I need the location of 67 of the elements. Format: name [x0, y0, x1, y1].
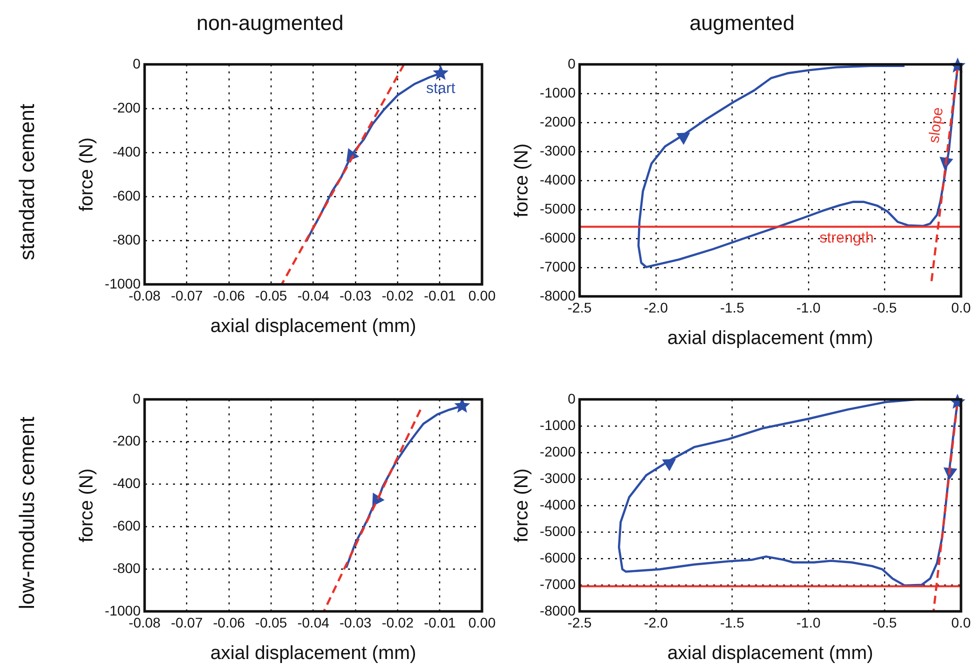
x-axis-title: axial displacement (mm)	[667, 328, 874, 349]
y-tick-label: 0	[568, 55, 576, 72]
y-tick-label: 0	[132, 390, 141, 406]
x-tick-label: -1.5	[720, 614, 744, 631]
x-tick-label: -0.02	[382, 288, 414, 304]
chart-title: non-augmented	[195, 12, 345, 36]
x-tick-label: -2.0	[644, 300, 668, 316]
y-tick-label: -5000	[540, 522, 576, 539]
y-tick-label: -400	[112, 143, 141, 160]
ref-line-label: strength	[819, 229, 874, 246]
x-tick-label: -2.0	[644, 614, 668, 631]
x-tick-label: -1.5	[720, 300, 744, 316]
x-tick-label: -1.0	[796, 614, 821, 631]
x-tick-label: -0.02	[382, 614, 414, 631]
y-tick-label: -3000	[540, 470, 576, 486]
x-tick-label: 0.00	[468, 614, 496, 631]
x-axis-title: axial displacement (mm)	[210, 316, 416, 337]
x-tick-label: -0.05	[255, 614, 288, 631]
y-tick-label: -3000	[540, 142, 576, 158]
x-tick-label: 0.0	[951, 300, 971, 316]
y-tick-label: -2000	[540, 113, 576, 130]
x-tick-label: -0.5	[872, 300, 897, 316]
series-label: start	[426, 80, 456, 97]
x-tick-label: -0.5	[872, 614, 897, 631]
x-tick-label: -0.07	[170, 288, 203, 304]
x-tick-label: -0.03	[340, 288, 372, 304]
x-axis-title: axial displacement (mm)	[210, 642, 416, 664]
y-axis-title: force (N)	[512, 143, 533, 218]
x-tick-label: -0.06	[212, 614, 246, 631]
y-tick-label: 0	[568, 390, 576, 406]
y-tick-label: -4000	[540, 496, 576, 512]
y-tick-label: -200	[112, 432, 141, 449]
y-tick-label: -1000	[540, 84, 576, 100]
x-tick-label: 0.00	[468, 288, 496, 304]
text: standard cement	[16, 103, 40, 260]
x-tick-label: -0.03	[340, 614, 372, 631]
y-tick-label: -600	[112, 187, 141, 204]
x-tick-label: -0.05	[255, 288, 288, 304]
x-tick-label: -1.0	[796, 300, 821, 316]
y-tick-label: -6000	[540, 229, 576, 246]
x-tick-label: -0.06	[212, 288, 246, 304]
y-tick-label: 0	[132, 55, 141, 72]
x-tick-label: -0.01	[424, 288, 456, 304]
y-tick-label: -800	[112, 231, 141, 248]
y-tick-label: -1000	[540, 416, 576, 433]
y-axis-title: force (N)	[76, 468, 98, 542]
y-tick-label: -2000	[540, 443, 576, 460]
y-tick-label: -600	[112, 517, 141, 534]
y-tick-label: -7000	[540, 576, 576, 592]
x-tick-label: -0.01	[424, 614, 456, 631]
chart-title: augmented	[688, 12, 796, 36]
x-axis-title: axial displacement (mm)	[667, 642, 874, 664]
y-tick-label: -400	[112, 475, 141, 492]
y-axis-title: force (N)	[76, 137, 98, 212]
text: low-modulus cement	[16, 416, 40, 610]
x-tick-label: -0.04	[297, 288, 330, 304]
x-tick-label: -0.04	[297, 614, 330, 631]
x-tick-label: 0.0	[951, 614, 971, 631]
x-tick-label: -0.07	[170, 614, 203, 631]
y-tick-label: -5000	[540, 200, 576, 216]
y-tick-label: -200	[112, 99, 141, 116]
y-tick-label: -4000	[540, 171, 576, 188]
y-tick-label: -7000	[540, 258, 576, 274]
text: slope	[926, 106, 947, 144]
y-tick-label: -6000	[540, 549, 576, 566]
y-axis-title: force (N)	[512, 468, 533, 542]
y-tick-label: -800	[112, 560, 141, 576]
